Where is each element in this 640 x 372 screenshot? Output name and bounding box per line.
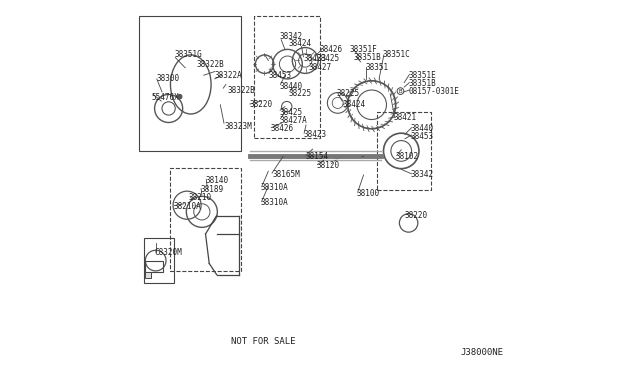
Text: 38351G: 38351G — [174, 51, 202, 60]
Text: 38440: 38440 — [410, 124, 433, 133]
Bar — [377, 112, 431, 190]
Text: 38453: 38453 — [268, 71, 291, 80]
Text: 38154: 38154 — [305, 152, 328, 161]
Text: 55476X: 55476X — [151, 93, 179, 102]
Text: 38453: 38453 — [410, 132, 433, 141]
Bar — [253, 16, 320, 138]
Text: 38424: 38424 — [289, 39, 312, 48]
Text: 38225: 38225 — [337, 89, 360, 98]
Text: 38100: 38100 — [357, 189, 380, 198]
Text: 38322B: 38322B — [196, 60, 224, 69]
Bar — [145, 260, 163, 272]
Text: C8320M: C8320M — [155, 248, 182, 257]
Text: 38210A: 38210A — [173, 202, 201, 211]
Text: 38423: 38423 — [303, 54, 326, 63]
Text: 08157-0301E: 08157-0301E — [408, 87, 460, 96]
Text: 38189: 38189 — [200, 185, 223, 194]
Text: 38425: 38425 — [280, 108, 303, 117]
Text: 38425: 38425 — [316, 54, 339, 63]
Text: 38220: 38220 — [249, 100, 272, 109]
Text: 38323M: 38323M — [224, 122, 252, 131]
Text: 38102: 38102 — [396, 152, 419, 161]
Text: 38426: 38426 — [320, 45, 343, 54]
Text: 38342: 38342 — [280, 32, 303, 41]
Text: 38351F: 38351F — [349, 45, 378, 54]
Text: B: B — [399, 89, 403, 94]
Text: 38351E: 38351E — [408, 71, 436, 80]
Text: 38423: 38423 — [303, 130, 326, 139]
Text: 38424: 38424 — [342, 100, 365, 109]
Text: 38342: 38342 — [410, 170, 433, 179]
Text: 38165M: 38165M — [272, 170, 300, 179]
Text: 38210: 38210 — [189, 193, 212, 202]
Bar — [170, 167, 241, 271]
Text: 38421: 38421 — [394, 113, 417, 122]
Text: 38322B: 38322B — [228, 86, 255, 94]
Text: 38310A: 38310A — [260, 183, 288, 192]
Bar — [145, 272, 150, 278]
Circle shape — [177, 94, 182, 99]
Text: 38120: 38120 — [316, 161, 339, 170]
Text: NOT FOR SALE: NOT FOR SALE — [230, 337, 295, 346]
Bar — [139, 16, 241, 151]
Text: 38310A: 38310A — [260, 198, 288, 207]
Text: 38220: 38220 — [405, 211, 428, 220]
Text: 38351: 38351 — [365, 63, 388, 72]
Text: 38351B: 38351B — [408, 79, 436, 88]
Text: 38322A: 38322A — [215, 71, 243, 80]
Text: 38427A: 38427A — [280, 116, 307, 125]
Text: 38427: 38427 — [309, 63, 332, 72]
Text: 38351C: 38351C — [383, 51, 410, 60]
Text: 38300: 38300 — [157, 74, 180, 83]
Text: 38225: 38225 — [289, 89, 312, 98]
Text: J38000NE: J38000NE — [460, 349, 503, 357]
Text: 38440: 38440 — [280, 82, 303, 91]
Bar — [143, 238, 174, 283]
Text: 38351B: 38351B — [354, 53, 381, 62]
Text: 38426: 38426 — [270, 124, 293, 133]
Text: 38140: 38140 — [205, 176, 228, 185]
